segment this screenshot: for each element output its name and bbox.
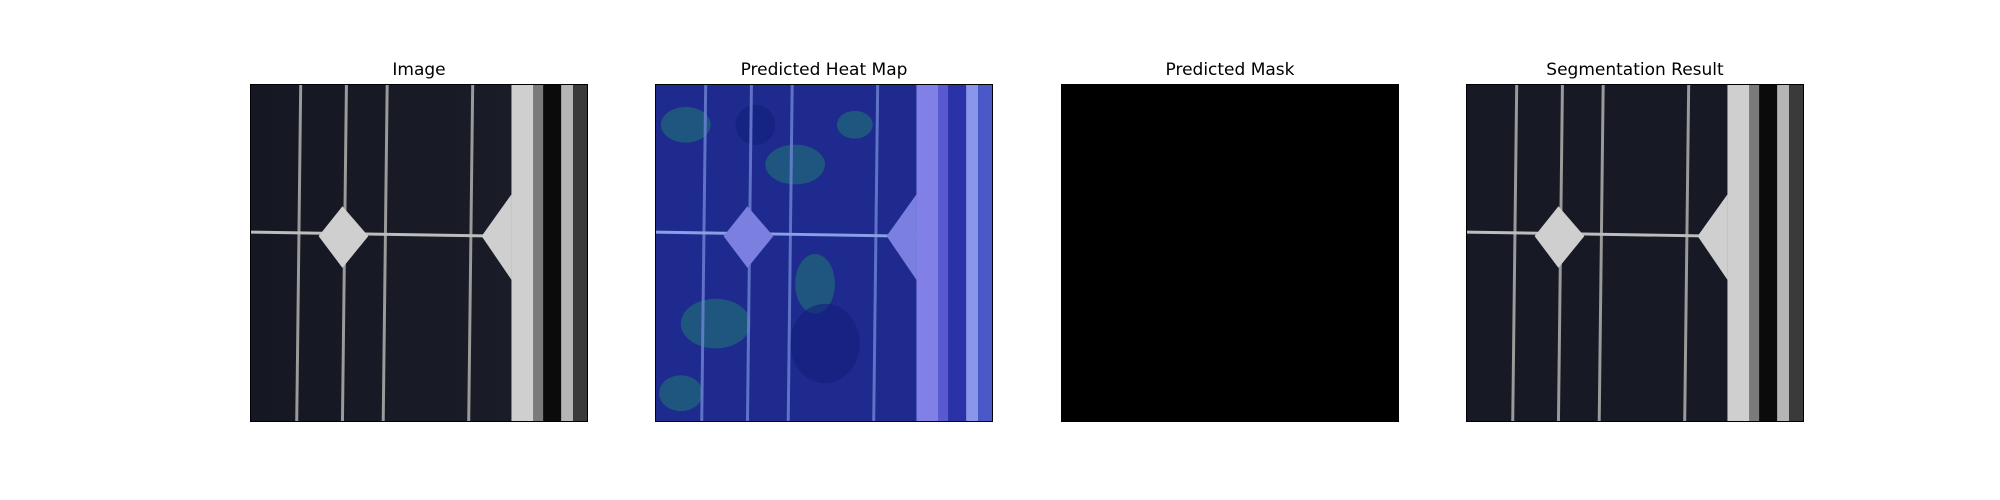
heatmap-image (656, 85, 992, 421)
panel-title: Image (392, 60, 446, 80)
panel-title: Segmentation Result (1546, 60, 1724, 80)
panel-title: Predicted Mask (1165, 60, 1295, 80)
mask-frame (1061, 84, 1399, 422)
segmentation-frame (1466, 84, 1804, 422)
solar-cell-image (251, 85, 587, 421)
mask-image (1062, 85, 1398, 421)
heatmap-frame (655, 84, 993, 422)
panel-image: Image (250, 58, 588, 424)
segmentation-image (1467, 85, 1803, 421)
panel-segmentation: Segmentation Result (1466, 58, 1804, 424)
image-frame (250, 84, 588, 422)
panel-title: Predicted Heat Map (740, 60, 908, 80)
panel-heatmap: Predicted Heat Map (655, 58, 993, 424)
panel-mask: Predicted Mask (1061, 58, 1399, 424)
